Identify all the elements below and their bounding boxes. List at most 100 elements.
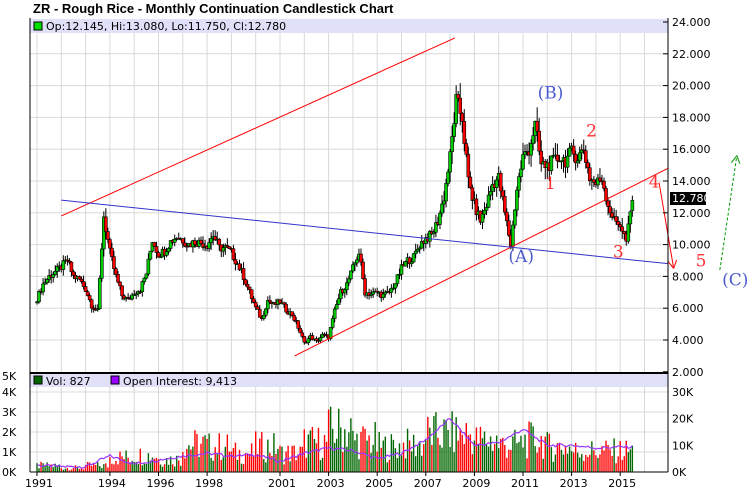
candle [221, 247, 226, 252]
candle [55, 266, 60, 272]
candle [97, 278, 102, 309]
candle [201, 243, 205, 248]
candle [53, 271, 58, 275]
candle [434, 222, 438, 233]
candle [65, 259, 70, 262]
volume-tick-label: 5K [2, 370, 17, 383]
candle [456, 94, 461, 99]
y-tick-label: 16.000 [672, 143, 711, 156]
candle [444, 183, 448, 202]
y-tick-label: 8.000 [672, 270, 704, 283]
x-tick-label: 2009 [462, 477, 490, 490]
candle [268, 299, 272, 303]
candle [231, 248, 236, 260]
candle [306, 338, 311, 344]
candle [628, 211, 633, 225]
candle [460, 113, 465, 122]
candle [241, 268, 246, 280]
candle [278, 299, 282, 304]
candle [610, 212, 614, 218]
candle [342, 289, 347, 294]
candle [486, 194, 491, 208]
candle [618, 224, 623, 228]
candle [310, 335, 315, 341]
candle [67, 260, 72, 263]
candle [146, 258, 151, 275]
y-tick-label: 4.000 [672, 334, 704, 347]
candle [334, 304, 339, 310]
candle [257, 309, 262, 318]
candle [130, 294, 134, 300]
candle [300, 332, 305, 337]
candle [500, 190, 505, 197]
candle [237, 263, 242, 271]
x-tick-label: 1994 [98, 477, 126, 490]
candle [336, 298, 341, 305]
candle [523, 151, 527, 155]
candle [450, 136, 454, 153]
candle [375, 290, 380, 293]
candle [193, 240, 197, 245]
candle [588, 167, 592, 182]
x-tick-label: 1998 [195, 477, 223, 490]
candle [249, 289, 254, 299]
volume-tick-label: 3K [2, 406, 17, 419]
candle [616, 221, 620, 225]
candle [537, 130, 542, 152]
candle [448, 151, 452, 173]
x-tick-label: 2005 [365, 477, 393, 490]
candle [106, 231, 110, 240]
candle [432, 231, 436, 235]
candle [454, 94, 458, 124]
candle [126, 297, 130, 299]
candle [529, 143, 533, 156]
candle [579, 149, 584, 154]
candle [417, 247, 422, 250]
candle [255, 306, 260, 310]
x-tick-label: 2003 [317, 477, 345, 490]
candle [209, 238, 213, 243]
candle [413, 250, 418, 255]
y-tick-label: 20.000 [672, 80, 711, 93]
candle [330, 318, 335, 328]
candle [452, 123, 456, 137]
candle [154, 246, 159, 253]
wave-label: 1 [545, 174, 556, 194]
candle [320, 333, 325, 338]
candle [41, 283, 45, 293]
candle [95, 308, 100, 311]
wave-label: 5 [696, 252, 707, 272]
candle [598, 177, 602, 182]
candle [290, 311, 294, 316]
candle [440, 203, 444, 214]
candle [150, 242, 155, 252]
candle [474, 198, 479, 216]
volume-legend-swatch [33, 375, 43, 385]
candle [185, 245, 189, 248]
candle [519, 168, 523, 178]
candle [328, 327, 333, 339]
wave-label: (A) [508, 247, 534, 267]
candle [620, 226, 625, 232]
candle [614, 216, 618, 222]
candle [243, 279, 248, 285]
arrowhead-icon [667, 261, 675, 269]
candle [112, 256, 116, 270]
y-tick-label: 6.000 [672, 302, 704, 315]
candle [464, 143, 469, 155]
candle [502, 196, 507, 213]
candle [575, 160, 580, 164]
candle [148, 250, 153, 260]
candle [172, 239, 177, 243]
trendline-red [294, 167, 669, 357]
candle [549, 155, 554, 171]
x-tick-label: 1991 [25, 477, 53, 490]
last-price-label: 12.780 [672, 192, 711, 205]
candle [604, 188, 608, 202]
y-tick-label: 12.000 [672, 207, 711, 220]
oi-tick-label: 30K [672, 386, 694, 399]
y-tick-label: 14.000 [672, 175, 711, 188]
candle [355, 259, 359, 264]
candle [207, 242, 211, 249]
